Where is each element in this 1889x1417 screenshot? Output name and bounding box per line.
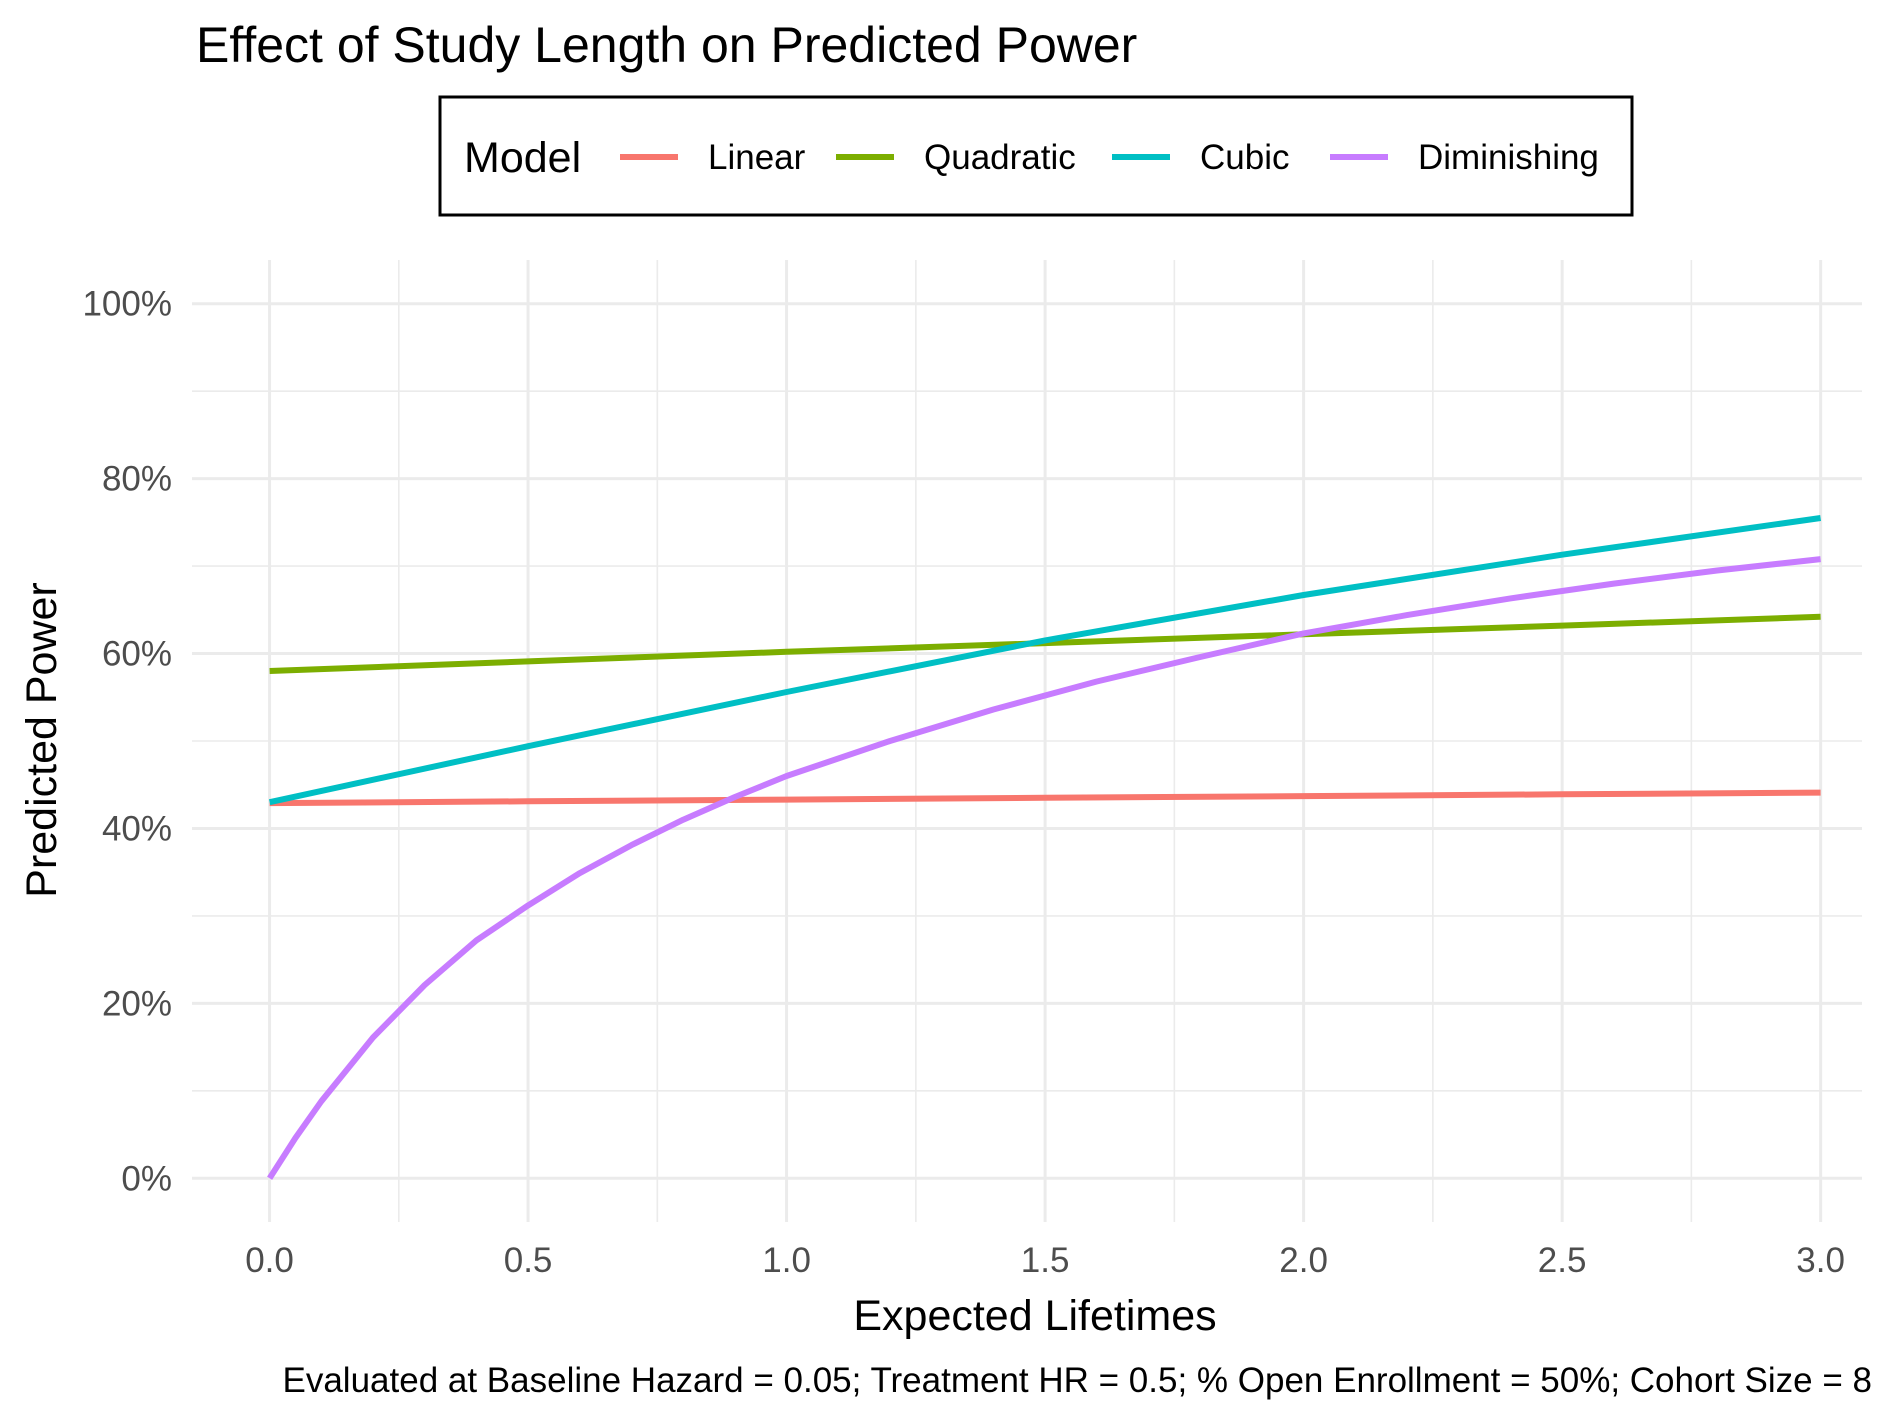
legend: Model Linear Quadratic Cubic Diminishing — [438, 95, 1634, 217]
legend-label-linear: Linear — [708, 138, 806, 177]
minor-gridlines — [192, 260, 1862, 1222]
legend-label-quadratic: Quadratic — [924, 138, 1076, 177]
y-tick-label: 60% — [102, 635, 172, 674]
x-tick-label: 2.5 — [1538, 1241, 1587, 1280]
y-axis-tick-labels: 0% 20% 40% 60% 80% 100% — [82, 285, 172, 1199]
major-gridlines — [192, 260, 1862, 1222]
chart-title: Effect of Study Length on Predicted Powe… — [196, 17, 1137, 73]
chart-caption: Evaluated at Baseline Hazard = 0.05; Tre… — [283, 1361, 1873, 1400]
series-line-linear — [269, 789, 1821, 807]
y-tick-label: 0% — [121, 1159, 172, 1198]
x-tick-label: 0.5 — [504, 1241, 553, 1280]
series-lines — [267, 515, 1822, 1180]
x-axis-title: Expected Lifetimes — [853, 1292, 1216, 1340]
legend-title: Model — [464, 134, 581, 182]
legend-items: Linear Quadratic Cubic Diminishing — [620, 138, 1599, 177]
y-tick-label: 20% — [102, 984, 172, 1023]
x-tick-label: 1.0 — [762, 1241, 811, 1280]
y-tick-label: 40% — [102, 809, 172, 848]
y-tick-label: 80% — [102, 460, 172, 499]
y-axis-title: Predicted Power — [18, 582, 66, 898]
series-line-diminishing — [267, 556, 1821, 1180]
x-tick-label: 3.0 — [1796, 1241, 1845, 1280]
legend-label-diminishing: Diminishing — [1418, 138, 1599, 177]
x-tick-label: 2.0 — [1279, 1241, 1328, 1280]
x-tick-label: 0.0 — [245, 1241, 294, 1280]
legend-label-cubic: Cubic — [1200, 138, 1289, 177]
x-axis-tick-labels: 0.0 0.5 1.0 1.5 2.0 2.5 3.0 — [245, 1241, 1845, 1280]
series-line-cubic — [268, 515, 1822, 806]
x-tick-label: 1.5 — [1021, 1241, 1070, 1280]
y-tick-label: 100% — [82, 285, 172, 324]
